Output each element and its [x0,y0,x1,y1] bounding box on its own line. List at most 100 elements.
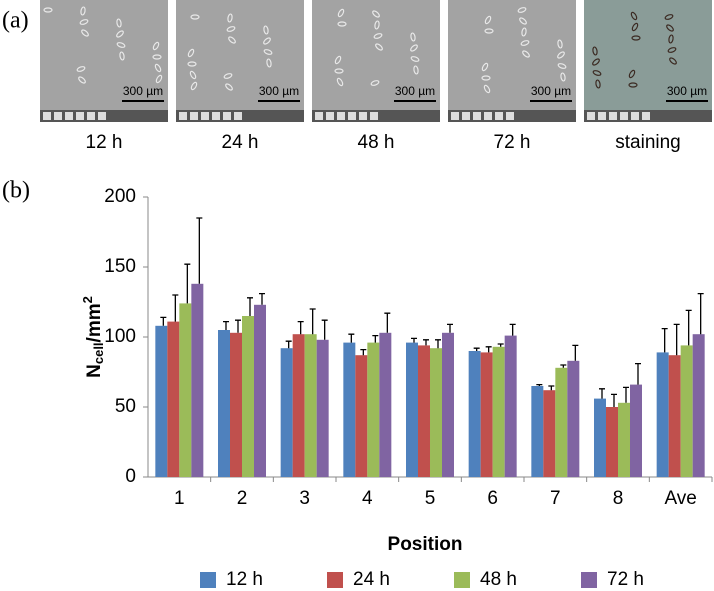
micrograph [40,0,168,110]
error-bar [473,347,480,351]
error-bar [160,316,167,326]
legend-label: 48 h [480,569,517,590]
error-bar [536,383,543,386]
cell [228,36,236,44]
x-tick-label: 3 [299,488,310,509]
cell [374,20,380,30]
error-bar [661,327,668,353]
bar [680,345,693,477]
x-tick-label: 6 [487,488,498,509]
cell [666,24,674,32]
cell [79,19,89,25]
cell [119,51,125,61]
error-bar [223,320,229,330]
y-label-base: N [84,364,105,378]
error-bar [297,320,304,335]
bar [242,316,254,477]
legend-swatch [454,572,470,588]
cell [189,70,197,80]
cell [190,14,200,20]
channel [326,112,334,120]
cell [266,58,272,68]
error-bar [259,292,265,305]
cell [483,84,491,94]
channel [179,112,187,120]
cell [154,63,162,73]
error-bar [509,323,516,336]
x-tick-label: Ave [664,488,696,509]
cell [78,76,86,84]
bar [468,351,481,477]
bar [606,407,618,477]
error-bar [235,319,241,333]
cell [263,25,269,35]
cell [592,46,598,56]
x-tick-label: 1 [174,488,185,509]
channel [451,112,459,120]
error-bar [247,297,253,316]
bar [618,402,630,477]
bar [668,355,681,477]
y-tick-label: 150 [104,256,136,277]
cell [43,7,53,13]
error-bar [673,323,680,356]
x-axis-label: Position [388,534,463,555]
legend-swatch [200,572,216,588]
cell [668,34,674,44]
cell [263,49,273,55]
cell [81,29,89,37]
channel [54,112,62,120]
channel [87,112,95,120]
error-bar [321,319,328,340]
error-bar [560,364,567,368]
cell [263,37,271,45]
cell [227,13,233,23]
bar [504,335,517,477]
y-tick-label: 200 [104,186,136,207]
bar [230,332,242,477]
cell [155,74,163,84]
cell [375,43,383,51]
cell [557,39,563,49]
cell [336,77,344,87]
channel [234,112,242,120]
error-bar [572,344,579,361]
channel [223,112,231,120]
micrograph [584,0,712,110]
channel [43,112,51,120]
error-bar [372,334,379,343]
scale-bar-label: 300 µm [667,84,707,98]
cell [225,83,233,91]
cell [521,27,527,37]
error-bar [184,263,191,304]
channel [65,112,73,120]
y-axis-label: Ncell/mm2 [80,296,106,378]
bar [430,348,442,477]
cell [187,48,195,58]
channel [495,112,503,120]
micrograph [312,0,440,110]
cell [223,73,233,79]
channel [348,112,356,120]
bar [555,367,568,477]
legend-swatch [327,572,343,588]
x-tick-label: 4 [362,488,373,509]
cell [80,6,86,16]
cell [484,28,494,34]
cell [413,65,419,75]
cell [631,35,641,41]
cell [152,54,162,60]
cell [370,80,380,86]
cell [373,33,383,39]
bar [567,360,580,477]
bar [656,352,669,477]
scale-bar-label: 300 µm [123,84,163,98]
x-tick-label: 7 [550,488,561,509]
cell [76,66,86,72]
bar [406,342,418,477]
scale-bar-label: 300 µm [259,84,299,98]
cell [116,18,122,28]
cell [372,10,380,18]
error-bar [285,340,292,349]
error-bar [435,339,441,349]
